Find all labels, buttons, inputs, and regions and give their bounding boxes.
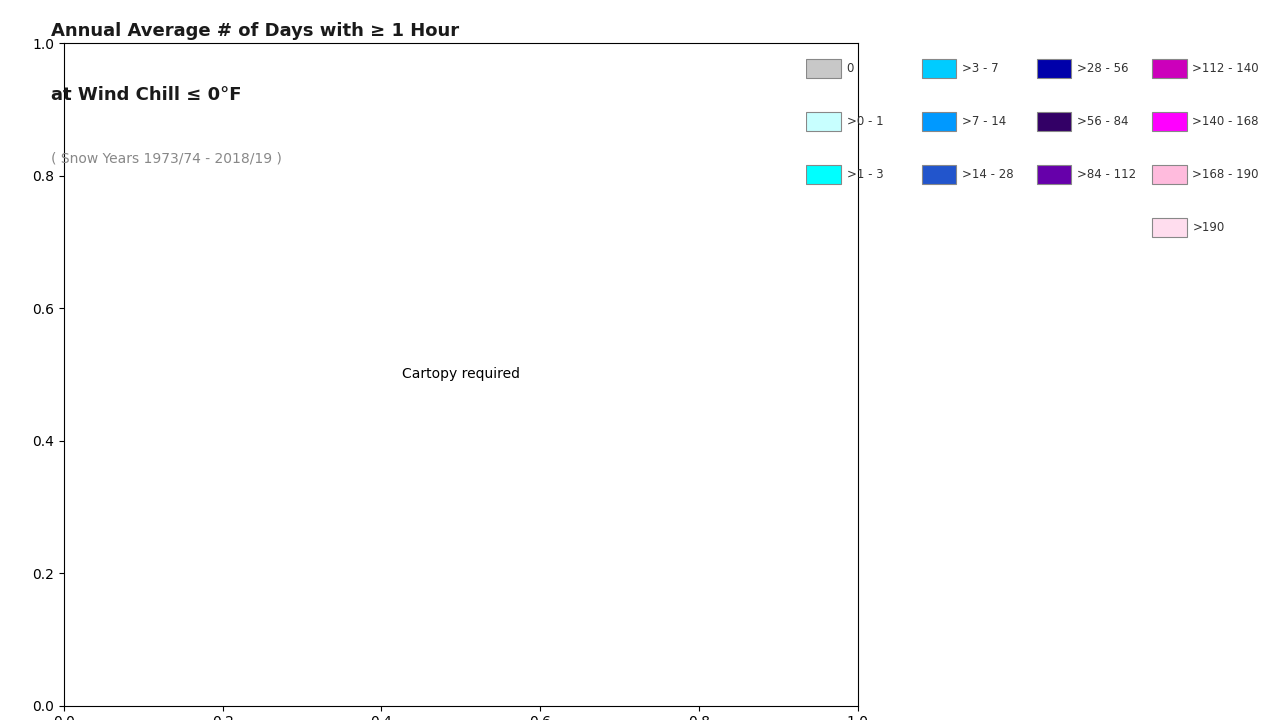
FancyBboxPatch shape [1152,112,1187,131]
Text: >14 - 28: >14 - 28 [963,168,1014,181]
FancyBboxPatch shape [922,166,956,184]
Text: >3 - 7: >3 - 7 [963,63,998,76]
Text: >168 - 190: >168 - 190 [1193,168,1258,181]
Text: >84 - 112: >84 - 112 [1076,168,1137,181]
Text: Cartopy required: Cartopy required [402,367,520,382]
Text: >56 - 84: >56 - 84 [1076,115,1129,128]
Text: ( Snow Years 1973/74 - 2018/19 ): ( Snow Years 1973/74 - 2018/19 ) [51,151,282,165]
FancyBboxPatch shape [1037,112,1071,131]
FancyBboxPatch shape [806,112,841,131]
Text: >190: >190 [1193,221,1225,234]
Text: >1 - 3: >1 - 3 [847,168,883,181]
FancyBboxPatch shape [806,166,841,184]
Text: >0 - 1: >0 - 1 [847,115,883,128]
Text: 0: 0 [847,63,854,76]
Text: Annual Average # of Days with ≥ 1 Hour: Annual Average # of Days with ≥ 1 Hour [51,22,460,40]
Text: >7 - 14: >7 - 14 [963,115,1006,128]
Text: >28 - 56: >28 - 56 [1076,63,1129,76]
Text: >112 - 140: >112 - 140 [1193,63,1260,76]
FancyBboxPatch shape [806,60,841,78]
Text: at Wind Chill ≤ 0°F: at Wind Chill ≤ 0°F [51,86,242,104]
FancyBboxPatch shape [922,60,956,78]
FancyBboxPatch shape [1152,60,1187,78]
FancyBboxPatch shape [1037,60,1071,78]
FancyBboxPatch shape [1152,166,1187,184]
FancyBboxPatch shape [1152,218,1187,237]
FancyBboxPatch shape [1037,166,1071,184]
Text: >140 - 168: >140 - 168 [1193,115,1258,128]
FancyBboxPatch shape [922,112,956,131]
